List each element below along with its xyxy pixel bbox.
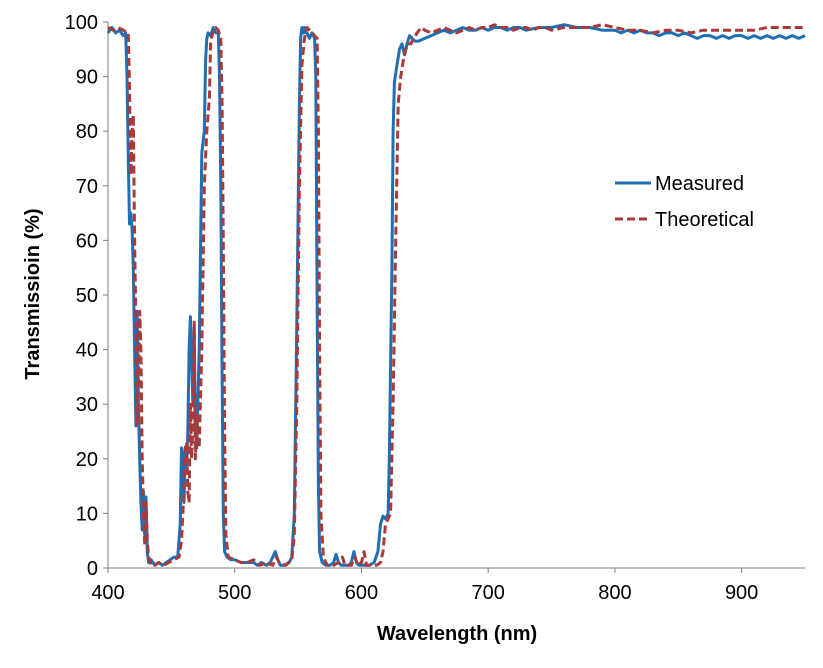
x-tick-label: 700: [471, 582, 504, 604]
legend: Measured Theoretical: [615, 173, 754, 231]
series-lines: [106, 23, 806, 567]
series-line-measured: [106, 23, 806, 567]
y-tick-label: 70: [76, 176, 98, 198]
y-tick-label: 80: [76, 121, 98, 143]
x-tick-label: 500: [218, 582, 251, 604]
legend-label-measured: Measured: [655, 173, 744, 195]
series-line-theoretical: [107, 23, 805, 567]
x-tick-label: 800: [598, 582, 631, 604]
y-tick-label: 100: [65, 12, 98, 34]
y-tick-label: 0: [87, 558, 98, 580]
y-axis-title: Transmissioin (%): [22, 208, 44, 379]
y-tick-label: 40: [76, 340, 98, 362]
y-tick-label: 30: [76, 394, 98, 416]
y-tick-label: 60: [76, 230, 98, 252]
y-tick-label: 50: [76, 285, 98, 307]
y-tick-label: 90: [76, 67, 98, 89]
x-axis-title: Wavelength (nm): [377, 623, 537, 645]
y-tick-label: 10: [76, 503, 98, 525]
axes: [107, 22, 805, 569]
ticks: 0 10 20 30 40 50 60 70 80 90 100 400 500 600 700 800 900: [65, 12, 759, 604]
y-tick-label: 20: [76, 449, 98, 471]
x-tick-label: 600: [345, 582, 378, 604]
x-tick-label: 400: [91, 582, 124, 604]
legend-label-theoretical: Theoretical: [655, 209, 754, 231]
x-tick-label: 900: [725, 582, 758, 604]
